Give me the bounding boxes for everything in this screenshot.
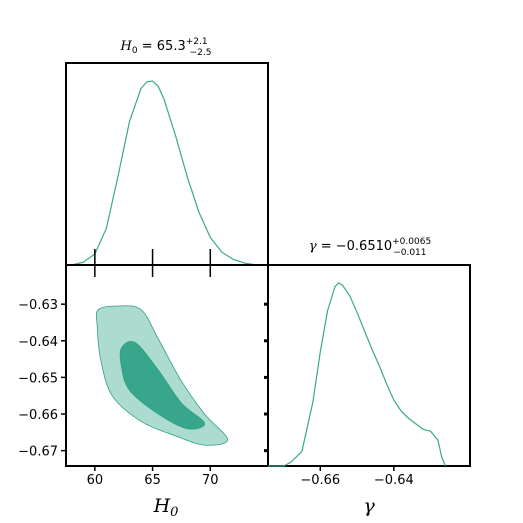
panel-gamma-marginal: γ = −0.6510+0.0065 −0.011 −0.66 −0.64 γ — [267, 237, 471, 517]
y-tick-label: −0.63 — [18, 298, 58, 313]
joint-contours — [95, 305, 229, 446]
gamma-x-ticks: −0.66 −0.64 — [300, 466, 414, 488]
panel-joint: 60 65 70 −0.63 −0.64 −0.65 −0.66 −0.67 H0 — [18, 249, 269, 520]
joint-x-ticks: 60 65 70 — [87, 249, 219, 488]
gamma-title: γ = −0.6510+0.0065 −0.011 — [309, 237, 431, 258]
h0-title: H0 = 65.3+2.1 −2.5 — [120, 37, 212, 58]
h0-marginal-frame — [65, 62, 269, 266]
h0-marginal-curve — [71, 80, 257, 266]
h0-axis-label: H0 — [153, 495, 179, 520]
y-tick-label: −0.65 — [18, 371, 58, 386]
gamma-marginal-curve — [268, 282, 446, 467]
x-tick-label: 60 — [87, 473, 104, 488]
y-tick-label: −0.67 — [18, 445, 58, 460]
x-tick-label: 65 — [144, 473, 161, 488]
y-tick-label: −0.64 — [18, 335, 58, 350]
x-tick-label: 70 — [202, 473, 219, 488]
panel-h0-marginal: H0 = 65.3+2.1 −2.5 — [65, 37, 269, 266]
gamma-x-tick-label: −0.64 — [374, 473, 414, 488]
gamma-x-tick-label: −0.66 — [300, 473, 340, 488]
y-tick-label: −0.66 — [18, 408, 58, 423]
gamma-axis-label: γ — [363, 495, 375, 517]
contour-inner — [119, 340, 205, 430]
joint-y-ticks: −0.63 −0.64 −0.65 −0.66 −0.67 — [18, 298, 269, 460]
gamma-marginal-frame — [267, 264, 471, 467]
